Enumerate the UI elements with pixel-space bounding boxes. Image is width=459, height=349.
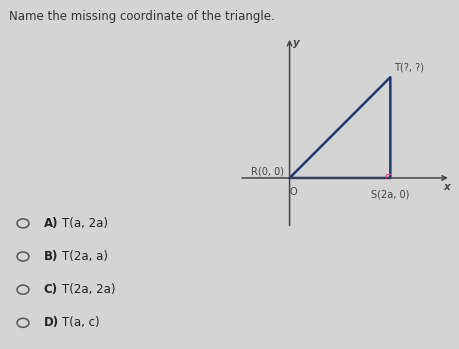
Text: Name the missing coordinate of the triangle.: Name the missing coordinate of the trian…	[9, 10, 274, 23]
Text: A): A)	[44, 217, 58, 230]
Text: T(?, ?): T(?, ?)	[393, 62, 424, 72]
Text: T(2a, 2a): T(2a, 2a)	[62, 283, 115, 296]
Text: x: x	[442, 182, 449, 192]
Text: D): D)	[44, 316, 59, 329]
Text: C): C)	[44, 283, 58, 296]
Text: O: O	[289, 187, 297, 197]
Text: R(0, 0): R(0, 0)	[250, 167, 283, 177]
Text: T(a, c): T(a, c)	[62, 316, 100, 329]
Text: B): B)	[44, 250, 58, 263]
Text: T(a, 2a): T(a, 2a)	[62, 217, 108, 230]
Text: y: y	[293, 38, 299, 48]
Text: S(2a, 0): S(2a, 0)	[370, 189, 409, 199]
Text: T(2a, a): T(2a, a)	[62, 250, 108, 263]
